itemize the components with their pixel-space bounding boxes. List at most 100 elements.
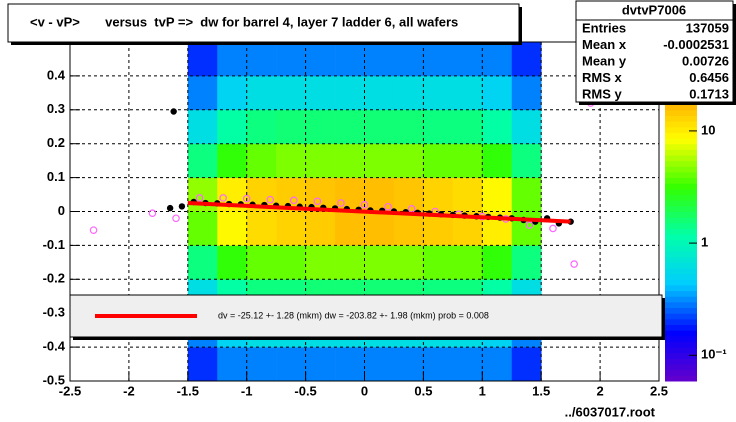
color-scale-step xyxy=(665,290,697,297)
heat-cell xyxy=(452,245,483,280)
heat-cell xyxy=(511,42,542,77)
heat-cell xyxy=(276,75,306,111)
color-scale-step xyxy=(665,273,697,280)
heat-cell xyxy=(246,245,277,280)
data-point xyxy=(172,214,180,223)
y-tick-label: 0.4 xyxy=(47,67,66,82)
heat-cell xyxy=(335,75,365,111)
heat-cell xyxy=(276,109,306,144)
heat-cell xyxy=(364,42,395,77)
heat-cell xyxy=(364,177,395,212)
color-scale-step xyxy=(665,188,697,196)
stats-label: RMS x xyxy=(582,70,623,85)
color-scale-step xyxy=(665,183,697,190)
heat-cell xyxy=(246,109,277,144)
heat-cell xyxy=(187,75,218,111)
stats-value: 0.6456 xyxy=(689,70,729,85)
color-scale-step xyxy=(665,138,697,145)
heat-cell xyxy=(187,177,218,212)
data-point xyxy=(89,226,98,234)
data-point xyxy=(242,194,251,203)
data-point xyxy=(313,197,322,206)
heat-cell xyxy=(217,245,247,280)
heat-cell xyxy=(276,211,306,246)
heat-cell xyxy=(393,42,424,77)
heat-cell xyxy=(452,75,483,111)
color-scale-step xyxy=(665,149,697,156)
heat-cell xyxy=(305,109,336,144)
y-tick-label: -0.5 xyxy=(43,372,65,387)
heat-cell xyxy=(217,109,247,144)
heat-cell xyxy=(217,143,247,178)
heat-cell xyxy=(335,109,365,144)
color-scale-step xyxy=(665,313,697,320)
heat-cell xyxy=(246,143,277,178)
data-point xyxy=(148,209,157,217)
x-tick-label: 0 xyxy=(361,383,368,398)
data-point xyxy=(384,202,392,211)
color-scale-step xyxy=(665,245,697,252)
heat-cell xyxy=(276,347,306,382)
color-scale-step xyxy=(665,228,697,235)
color-scale-step xyxy=(665,375,697,382)
heat-cell xyxy=(187,347,218,382)
heat-cell xyxy=(423,143,454,178)
heat-cell xyxy=(423,109,454,144)
legend-text: dv = -25.12 +- 1.28 (mkm) dw = -203.82 +… xyxy=(218,310,489,320)
heat-cell xyxy=(482,245,513,280)
color-scale-step xyxy=(665,126,697,133)
chart-title: <v - vP> versus tvP => dw for barrel 4, … xyxy=(30,14,458,29)
color-scale-step xyxy=(665,160,697,167)
color-scale-step xyxy=(665,301,697,309)
profile-point xyxy=(178,203,186,210)
color-scale-step xyxy=(665,256,697,263)
footer: ../6037017.root xyxy=(565,404,656,419)
color-scale-step xyxy=(665,347,697,354)
heat-cell xyxy=(305,347,336,382)
stats-title: dvtvP7006 xyxy=(622,2,686,17)
heat-cell xyxy=(452,177,483,212)
heat-cell xyxy=(217,347,247,382)
heat-cell xyxy=(276,42,306,77)
heat-cell xyxy=(335,143,365,178)
color-scale-step xyxy=(665,364,697,371)
data-point xyxy=(525,221,534,229)
color-scale-step xyxy=(665,296,697,303)
heat-cell xyxy=(217,75,247,111)
color-scale-step xyxy=(665,318,697,325)
heat-cell xyxy=(511,245,542,280)
color-scale-step xyxy=(665,358,697,365)
heat-cell xyxy=(187,143,218,178)
color-scale-step xyxy=(665,205,697,212)
color-scale-step xyxy=(665,279,697,286)
heat-cell xyxy=(305,42,336,77)
heat-cell xyxy=(364,245,395,280)
color-scale-step xyxy=(665,222,697,229)
color-scale-step xyxy=(665,132,697,139)
stats-box xyxy=(575,0,734,103)
y-tick-label: -0.4 xyxy=(43,339,66,354)
heat-cell xyxy=(423,347,454,382)
color-scale-step xyxy=(665,143,697,150)
heat-cell xyxy=(482,177,513,212)
heat-cell xyxy=(276,245,306,280)
fit-line xyxy=(187,201,571,224)
color-scale-step xyxy=(665,217,697,224)
color-scale-step xyxy=(665,330,697,337)
x-tick-label: -0.5 xyxy=(294,383,316,398)
color-scale-step xyxy=(665,335,697,342)
heat-cell xyxy=(393,109,424,144)
data-point xyxy=(219,194,227,202)
heat-cell xyxy=(482,75,513,111)
data-point xyxy=(266,195,275,204)
heat-cell xyxy=(393,177,424,212)
color-scale-step xyxy=(665,341,697,348)
color-scale-step xyxy=(665,177,697,184)
heat-cell xyxy=(482,42,513,77)
stats-value: -0.0002531 xyxy=(663,37,729,52)
color-scale-step xyxy=(665,121,697,128)
stats-label: Mean y xyxy=(582,53,627,68)
color-scale-step xyxy=(665,284,697,292)
heat-cell xyxy=(364,347,395,382)
